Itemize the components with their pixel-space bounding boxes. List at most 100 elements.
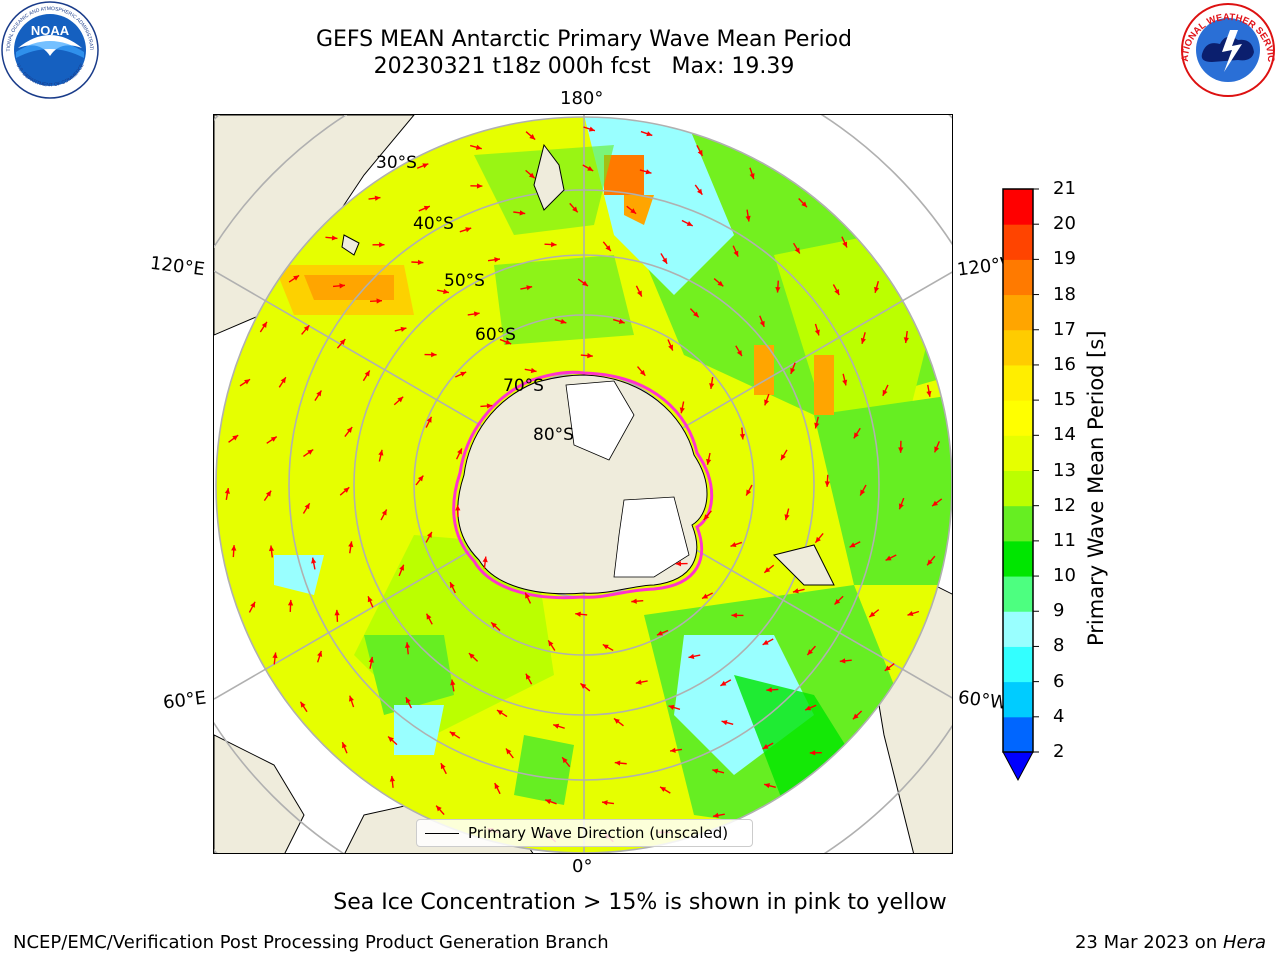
wave-arrow — [435, 805, 445, 816]
wave-arrow — [288, 274, 300, 283]
colorbar-tick-label: 4 — [1053, 705, 1065, 727]
wave-arrow — [804, 704, 817, 711]
wave-arrow — [378, 449, 384, 462]
wave-arrow — [380, 509, 388, 521]
wave-arrow — [287, 599, 294, 612]
wave-arrow — [367, 596, 374, 608]
wave-arrow — [480, 403, 493, 409]
wave-arrow — [302, 502, 311, 514]
colorbar-band — [1003, 294, 1033, 331]
wave-arrow — [701, 592, 714, 600]
wave-arrow — [868, 609, 880, 618]
colorbar-tick-label: 20 — [1053, 213, 1076, 235]
map-legend: Primary Wave Direction (unscaled) — [416, 819, 753, 847]
wave-arrow — [636, 366, 646, 377]
wave-arrow — [577, 278, 589, 287]
wave-arrow — [809, 750, 822, 756]
wave-arrow — [499, 338, 512, 345]
wave-arrow — [524, 592, 532, 604]
wave-arrow — [703, 510, 712, 521]
footer-credit: NCEP/EMC/Verification Post Processing Pr… — [13, 932, 609, 953]
wave-arrow — [667, 339, 674, 351]
wave-arrow — [470, 183, 483, 189]
wave-arrow — [278, 376, 287, 388]
wave-arrow — [792, 242, 801, 254]
wave-arrow — [525, 673, 533, 685]
wave-arrow — [931, 498, 943, 507]
wave-arrow — [524, 367, 537, 374]
wave-arrow — [311, 557, 317, 570]
colorbar-band — [1003, 329, 1033, 366]
sea-ice-note: Sea Ice Concentration > 15% is shown in … — [333, 890, 947, 915]
wave-arrow — [635, 285, 643, 297]
wave-arrow — [712, 812, 725, 818]
colorbar-band — [1003, 470, 1033, 507]
wave-arrow — [814, 533, 824, 544]
wave-arrow — [806, 645, 816, 656]
wave-arrow — [824, 474, 830, 487]
wave-arrow — [694, 184, 703, 196]
wave-arrow — [228, 434, 239, 443]
colorbar-band — [1003, 259, 1033, 296]
wave-arrow — [766, 687, 779, 693]
wave-arrow — [903, 330, 909, 344]
wave-arrow — [268, 545, 275, 558]
wave-arrow — [640, 130, 653, 137]
wave-arrow — [449, 731, 461, 739]
wave-arrow — [689, 308, 700, 318]
colorbar-band — [1003, 435, 1033, 471]
wave-arrow — [425, 416, 433, 428]
wave-arrow — [874, 281, 880, 293]
wave-arrow — [334, 609, 340, 622]
wave-arrow — [547, 640, 556, 651]
wave-arrow — [332, 283, 346, 289]
colorbar-tick-label: 6 — [1053, 670, 1065, 692]
legend-label: Primary Wave Direction (unscaled) — [468, 824, 729, 842]
wave-arrow — [405, 696, 413, 709]
wave-arrow — [745, 484, 753, 496]
wave-arrow — [832, 284, 840, 296]
wave-arrow — [709, 376, 715, 389]
colorbar-tick-label: 16 — [1053, 353, 1076, 375]
wave-arrow — [885, 554, 897, 562]
footer-date-text: 23 Mar 2023 on — [1074, 932, 1223, 953]
wave-arrow — [368, 656, 374, 669]
wave-arrow — [393, 396, 404, 406]
lat-label-70s: 70°S — [503, 376, 544, 396]
polar-map: Primary Wave Direction (unscaled) — [213, 114, 953, 854]
wave-arrow — [580, 353, 593, 359]
footer-date: 23 Mar 2023 on Hera — [1075, 932, 1266, 953]
wave-arrow — [780, 449, 788, 461]
wave-arrow — [841, 236, 848, 248]
wave-arrow — [675, 561, 688, 567]
colorbar-band — [1003, 681, 1033, 718]
wave-arrow — [612, 318, 625, 324]
wave-arrow — [933, 441, 940, 453]
colorbar-label: Primary Wave Mean Period [s] — [1084, 330, 1108, 646]
wave-arrow — [601, 800, 615, 806]
wave-arrow — [614, 760, 627, 766]
wave-arrow — [525, 169, 536, 179]
wave-arrow — [853, 427, 861, 439]
wave-arrow — [713, 278, 724, 287]
wave-arrow — [688, 653, 701, 659]
wave-arrow — [389, 775, 395, 788]
wave-arrow — [849, 541, 861, 548]
wave-arrow — [348, 695, 355, 708]
wave-arrow — [224, 487, 230, 501]
wave-arrow — [455, 448, 463, 460]
colorbar-tick-label: 15 — [1053, 389, 1076, 411]
wave-arrow — [798, 198, 808, 208]
wave-arrow — [759, 315, 765, 328]
wave-arrow — [469, 144, 482, 150]
colorbar-band — [1003, 576, 1033, 612]
wave-arrow — [554, 318, 567, 324]
wave-arrow — [712, 768, 725, 774]
colorbar-band — [1003, 505, 1033, 542]
wave-arrow — [907, 610, 920, 616]
wave-arrow — [513, 210, 526, 216]
colorbar-tick-label: 8 — [1053, 635, 1065, 657]
colorbar-tick-label: 9 — [1053, 600, 1065, 622]
lat-label-30s: 30°S — [376, 153, 417, 173]
wave-arrow — [266, 436, 278, 444]
